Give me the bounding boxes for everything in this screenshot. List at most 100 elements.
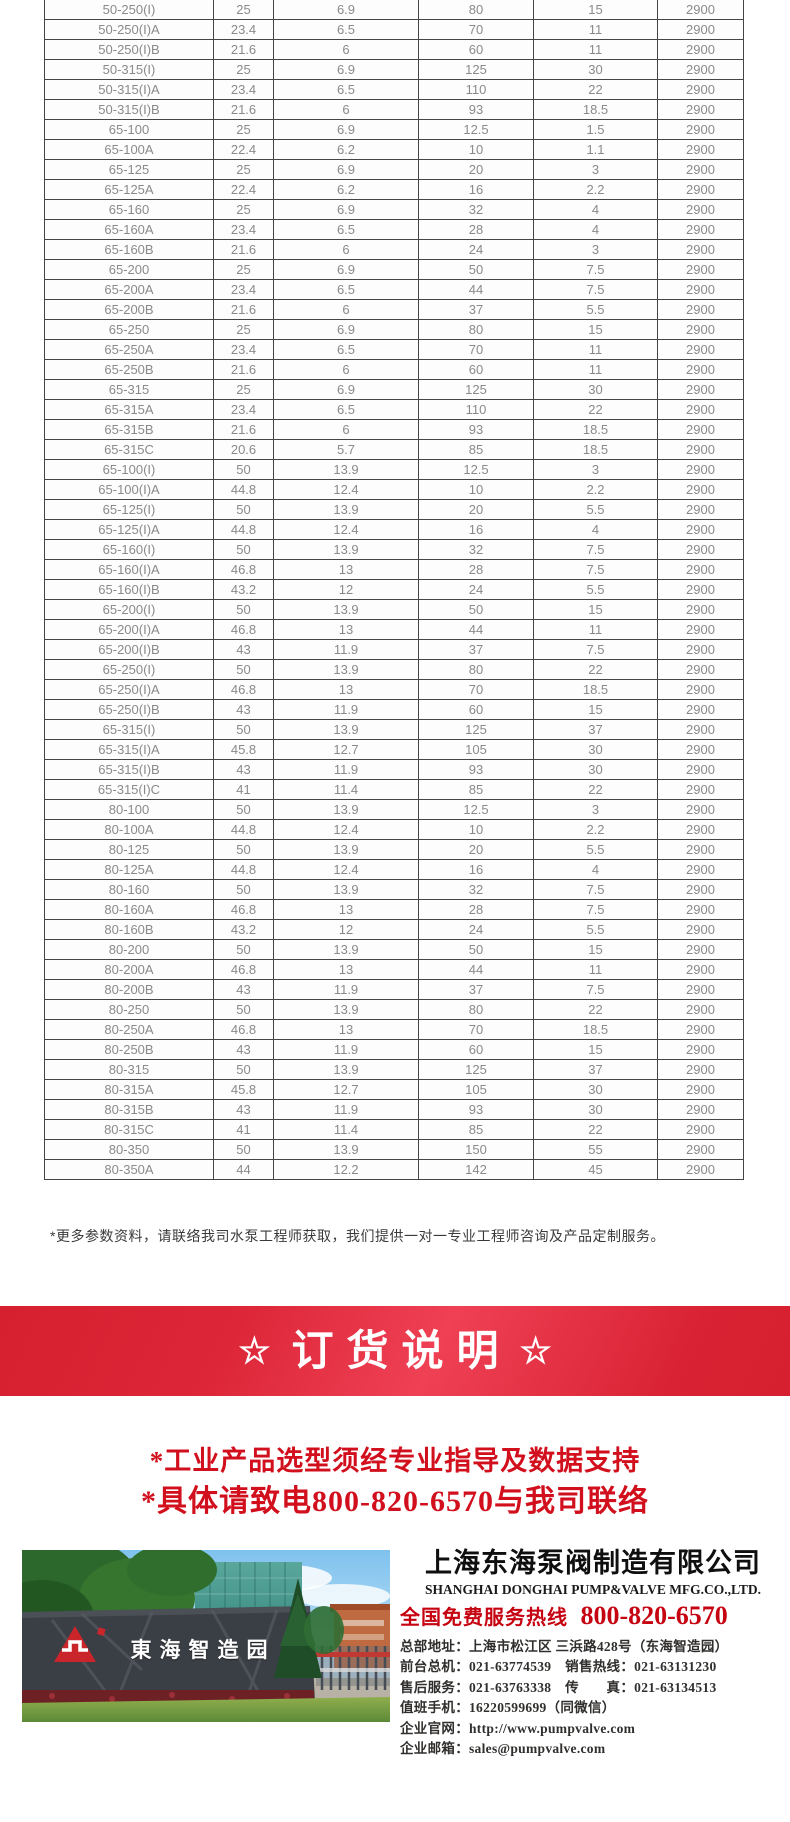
table-cell: 7.5: [533, 559, 658, 580]
table-cell: 37: [418, 639, 534, 660]
table-cell: 37: [533, 719, 658, 740]
table-cell: 23.4: [213, 279, 274, 300]
table-cell: 2900: [657, 459, 744, 480]
table-row: 50-315(I)A 23.4 6.5 110 22 2900: [44, 79, 744, 100]
table-cell: 65-160: [44, 199, 214, 220]
table-cell: 2900: [657, 1099, 744, 1120]
notice-line-2: *具体请致电800-820-6570与我司联络: [141, 1485, 649, 1518]
table-cell: 23.4: [213, 339, 274, 360]
table-cell: 23.4: [213, 219, 274, 240]
table-cell: 7.5: [533, 279, 658, 300]
table-row: 65-200B 21.6 6 37 5.5 2900: [44, 299, 744, 320]
table-cell: 2900: [657, 279, 744, 300]
table-cell: 32: [418, 879, 534, 900]
table-cell: 65-160B: [44, 239, 214, 260]
table-cell: 13: [273, 679, 419, 700]
table-cell: 41: [213, 1119, 274, 1140]
table-cell: 15: [533, 699, 658, 720]
table-cell: 50: [213, 999, 274, 1020]
table-row: 50-250(I)B 21.6 6 60 11 2900: [44, 39, 744, 60]
table-cell: 2900: [657, 559, 744, 580]
table-cell: 80-160B: [44, 919, 214, 940]
table-cell: 110: [418, 79, 534, 100]
table-cell: 7.5: [533, 899, 658, 920]
table-cell: 43: [213, 979, 274, 1000]
contact-service-fax: 售后服务：021-63763338 传 真：021-63134513: [400, 1679, 717, 1695]
table-cell: 7.5: [533, 979, 658, 1000]
table-cell: 22.4: [213, 179, 274, 200]
table-cell: 13.9: [273, 839, 419, 860]
table-cell: 43: [213, 699, 274, 720]
table-cell: 44: [418, 619, 534, 640]
table-cell: 60: [418, 1039, 534, 1060]
table-cell: 30: [533, 1099, 658, 1120]
table-cell: 85: [418, 1119, 534, 1140]
table-cell: 2900: [657, 139, 744, 160]
table-cell: 6.9: [273, 59, 419, 80]
table-cell: 46.8: [213, 1019, 274, 1040]
table-row: 65-160(I)B 43.2 12 24 5.5 2900: [44, 579, 744, 600]
table-cell: 80-350: [44, 1139, 214, 1160]
contact-mobile: 值班手机：16220599699（同微信）: [400, 1700, 616, 1716]
table-cell: 12.4: [273, 819, 419, 840]
table-cell: 2900: [657, 719, 744, 740]
table-cell: 11: [533, 19, 658, 40]
contact-address: 总部地址：上海市松江区 三浜路428号（东海智造园）: [400, 1639, 729, 1654]
banner-title: 订货说明: [291, 1327, 512, 1374]
campus-photo-illustration: [22, 1550, 390, 1722]
table-cell: 43: [213, 759, 274, 780]
table-cell: 18.5: [533, 1019, 658, 1040]
table-cell: 65-160A: [44, 219, 214, 240]
table-cell: 6.5: [273, 19, 419, 40]
table-cell: 65-250A: [44, 339, 214, 360]
table-cell: 12.4: [273, 859, 419, 880]
table-cell: 2900: [657, 359, 744, 380]
table-row: 80-200B 43 11.9 37 7.5 2900: [44, 979, 744, 1000]
contact-website[interactable]: 企业官网：http://www.pumpvalve.com: [400, 1720, 636, 1736]
footnote: *更多参数资料，请联络我司水泵工程师获取，我们提供一对一专业工程师咨询及产品定制…: [50, 1228, 665, 1244]
table-row: 65-200(I)B 43 11.9 37 7.5 2900: [44, 639, 744, 660]
table-row: 65-315(I)C 41 11.4 85 22 2900: [44, 779, 744, 800]
table-cell: 23.4: [213, 79, 274, 100]
table-cell: 6: [273, 419, 419, 440]
table-cell: 50: [418, 599, 534, 620]
table-cell: 13.9: [273, 999, 419, 1020]
table-cell: 80: [418, 0, 534, 20]
table-cell: 65-250B: [44, 359, 214, 380]
table-cell: 43: [213, 1099, 274, 1120]
table-cell: 12.2: [273, 1159, 419, 1180]
table-cell: 11.9: [273, 699, 419, 720]
table-cell: 50: [418, 939, 534, 960]
table-cell: 15: [533, 0, 658, 20]
table-cell: 5.5: [533, 299, 658, 320]
table-row: 65-250(I) 50 13.9 80 22 2900: [44, 659, 744, 680]
table-cell: 16: [418, 519, 534, 540]
table-cell: 65-100(I)A: [44, 479, 214, 500]
table-cell: 2.2: [533, 479, 658, 500]
table-cell: 25: [213, 59, 274, 80]
table-cell: 11.9: [273, 979, 419, 1000]
table-cell: 65-315(I)B: [44, 759, 214, 780]
table-cell: 25: [213, 319, 274, 340]
table-cell: 13.9: [273, 1139, 419, 1160]
table-cell: 2900: [657, 499, 744, 520]
table-cell: 22: [533, 1119, 658, 1140]
table-cell: 80-200B: [44, 979, 214, 1000]
table-cell: 65-200: [44, 259, 214, 280]
table-cell: 2900: [657, 879, 744, 900]
table-cell: 44.8: [213, 519, 274, 540]
table-cell: 6: [273, 239, 419, 260]
table-cell: 65-315A: [44, 399, 214, 420]
table-cell: 6.9: [273, 199, 419, 220]
table-row: 80-125A 44.8 12.4 16 4 2900: [44, 859, 744, 880]
table-cell: 21.6: [213, 359, 274, 380]
table-cell: 7.5: [533, 539, 658, 560]
table-row: 65-200(I)A 46.8 13 44 11 2900: [44, 619, 744, 640]
table-cell: 2900: [657, 339, 744, 360]
contact-email[interactable]: 企业邮箱：sales@pumpvalve.com: [400, 1741, 606, 1757]
table-cell: 65-250(I)B: [44, 699, 214, 720]
table-row: 50-250(I) 25 6.9 80 15 2900: [44, 0, 744, 20]
table-cell: 50-315(I)A: [44, 79, 214, 100]
table-cell: 37: [418, 299, 534, 320]
table-cell: 60: [418, 699, 534, 720]
